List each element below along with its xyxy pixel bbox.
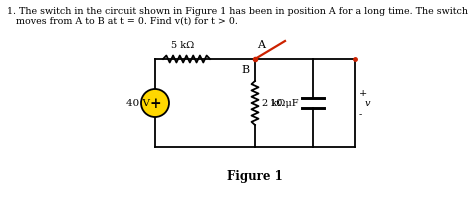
Circle shape: [141, 90, 169, 117]
Text: 40 V: 40 V: [126, 99, 150, 108]
Text: moves from A to B at t = 0. Find v(t) for t > 0.: moves from A to B at t = 0. Find v(t) fo…: [7, 17, 238, 26]
Text: +: +: [149, 97, 161, 110]
Text: v: v: [365, 99, 371, 108]
Text: 10 μF: 10 μF: [270, 99, 299, 108]
Text: A: A: [257, 40, 265, 50]
Text: 5 kΩ: 5 kΩ: [171, 41, 194, 50]
Text: -: -: [359, 109, 362, 118]
Text: Figure 1: Figure 1: [227, 169, 283, 182]
Text: 2 kΩ: 2 kΩ: [262, 99, 285, 108]
Text: 1. The switch in the circuit shown in Figure 1 has been in position A for a long: 1. The switch in the circuit shown in Fi…: [7, 7, 468, 16]
Text: B: B: [241, 65, 249, 75]
Text: +: +: [359, 89, 367, 97]
